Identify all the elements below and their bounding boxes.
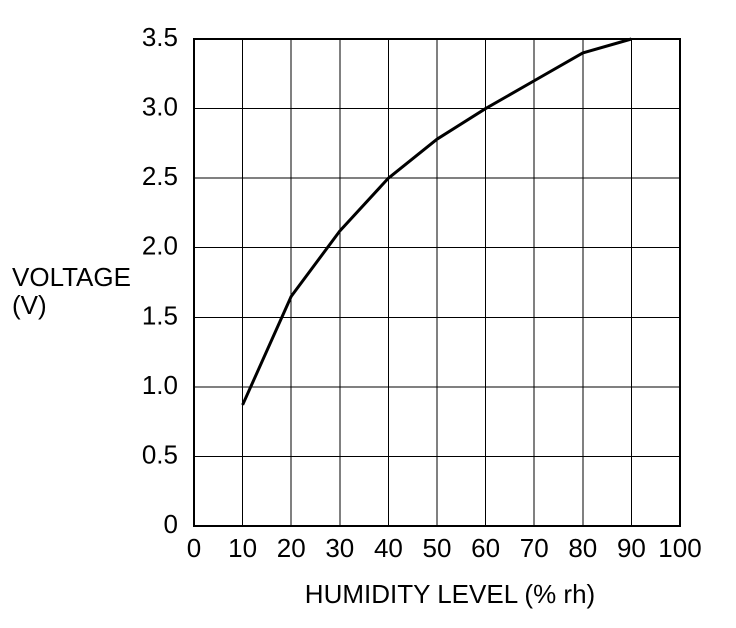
y-tick-label: 0 [164, 509, 178, 539]
y-tick-label: 0.5 [142, 439, 178, 469]
x-tick-label: 100 [658, 533, 701, 563]
x-tick-label: 70 [520, 533, 549, 563]
x-tick-label: 20 [277, 533, 306, 563]
x-tick-label: 40 [374, 533, 403, 563]
x-tick-label: 60 [471, 533, 500, 563]
y-axis-title-line1: VOLTAGE [12, 262, 131, 292]
x-tick-label: 10 [228, 533, 257, 563]
x-tick-label: 80 [568, 533, 597, 563]
x-tick-label: 50 [423, 533, 452, 563]
y-axis-title-line2: (V) [12, 290, 47, 320]
y-tick-label: 2.5 [142, 161, 178, 191]
x-tick-label: 30 [325, 533, 354, 563]
x-axis-title: HUMIDITY LEVEL (% rh) [304, 579, 596, 609]
plot-border [193, 38, 681, 527]
y-axis-title: VOLTAGE (V) [12, 263, 131, 319]
y-tick-label: 3.5 [142, 22, 178, 52]
data-curve [241, 37, 632, 406]
x-tick-label: 0 [187, 533, 201, 563]
x-tick-label: 90 [617, 533, 646, 563]
y-tick-label: 3.0 [142, 92, 178, 122]
y-tick-label: 1.5 [142, 300, 178, 330]
y-tick-label: 2.0 [142, 231, 178, 261]
y-tick-label: 1.0 [142, 370, 178, 400]
